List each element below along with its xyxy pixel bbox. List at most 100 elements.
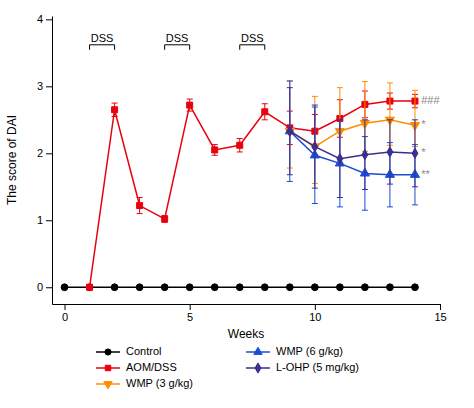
y-axis-tick-mark (46, 19, 52, 20)
error-bar-cap (287, 181, 293, 182)
point (311, 284, 318, 291)
legend-label: AOM/DSS (126, 361, 177, 373)
error-bar (362, 120, 368, 190)
data-area (61, 81, 419, 291)
bracket (165, 45, 190, 50)
bracket-label: DSS (166, 32, 189, 44)
bracket (240, 45, 265, 50)
x-axis-tick-mark (65, 304, 66, 310)
error-bar-cap (312, 96, 318, 97)
point (286, 284, 293, 291)
error-bar-cap (362, 210, 368, 211)
x-axis-tick-mark (440, 304, 441, 310)
error-bar (262, 104, 268, 120)
y-axis: 0 1 2 3 4 (37, 13, 53, 304)
error-bar-cap (212, 144, 218, 145)
x-axis-tick: 0 (62, 304, 68, 323)
point (261, 284, 268, 291)
error-bar-cap (412, 204, 418, 205)
y-axis-tick: 3 (37, 80, 52, 92)
annotation: * (421, 146, 426, 158)
error-bar-cap (412, 90, 418, 91)
y-axis-tick-mark (46, 86, 52, 87)
error-bar-cap (212, 155, 218, 156)
point (186, 284, 193, 291)
point (412, 148, 418, 158)
error-bar-cap (387, 82, 393, 83)
error-bar-cap (387, 119, 393, 120)
error-bar (137, 198, 143, 214)
error-bar-cap (237, 138, 243, 139)
y-axis-title: The score of DAI (5, 115, 19, 205)
x-axis-tick-label: 0 (62, 311, 68, 323)
series-line (90, 101, 415, 287)
y-axis-tick-label: 2 (37, 147, 43, 159)
error-bar-cap (337, 87, 343, 88)
x-axis-tick: 5 (187, 304, 193, 323)
x-axis-tick-mark (315, 304, 316, 310)
error-bar-cap (187, 111, 193, 112)
x-axis: 0 5 10 15 (53, 304, 447, 323)
y-axis-tick: 2 (37, 147, 52, 159)
plot: 05101501234WeeksThe score of DAIDSSDSSDS… (5, 13, 447, 389)
series (287, 88, 418, 198)
error-bar (237, 139, 243, 152)
point (362, 150, 368, 160)
chart: 05101501234WeeksThe score of DAIDSSDSSDS… (0, 0, 474, 408)
legend-marker (105, 349, 111, 355)
point (237, 142, 243, 148)
x-axis-title: Weeks (228, 327, 264, 341)
legend-label: L-OHP (5 mg/kg) (276, 361, 359, 373)
series (285, 81, 419, 183)
point (387, 147, 393, 157)
x-axis-tick-label: 10 (309, 311, 321, 323)
error-bar-cap (112, 103, 118, 104)
y-axis-tick-label: 4 (37, 13, 43, 25)
error-bar-cap (287, 80, 293, 81)
error-bar (162, 216, 168, 223)
error-bar-cap (287, 87, 293, 88)
error-bar (187, 99, 193, 111)
error-bar-cap (312, 105, 318, 106)
y-axis-line (52, 17, 53, 305)
point (87, 284, 93, 290)
point (86, 284, 93, 291)
series (61, 284, 418, 291)
point (312, 142, 318, 152)
error-bar (112, 103, 118, 116)
error-bar-cap (337, 119, 343, 120)
point (212, 147, 218, 153)
error-bar-cap (312, 188, 318, 189)
y-axis-tick-label: 1 (37, 214, 43, 226)
error-bar-cap (337, 119, 343, 120)
series-line (290, 131, 415, 158)
point (187, 102, 193, 108)
point (111, 284, 118, 291)
error-bar-cap (287, 80, 293, 81)
error-bar-cap (362, 81, 368, 82)
legend-label: WMP (6 g/kg) (276, 345, 343, 357)
bracket-label: DSS (91, 32, 114, 44)
point (337, 154, 343, 164)
error-bar-cap (362, 189, 368, 190)
brackets: DSSDSSDSS (90, 32, 265, 50)
error-bar-cap (262, 103, 268, 104)
error-bar (412, 120, 418, 187)
legend-item: AOM/DSS (96, 361, 177, 373)
error-bar-cap (412, 186, 418, 187)
legend-item: WMP (6 g/kg) (246, 345, 343, 357)
error-bar-cap (137, 197, 143, 198)
error-bar (287, 81, 293, 181)
error-bar-cap (362, 119, 368, 120)
point (262, 109, 268, 115)
x-axis-tick: 15 (434, 304, 446, 323)
error-bar-cap (112, 116, 118, 117)
error-bar (212, 145, 218, 156)
legend-marker (105, 365, 110, 370)
error-bar-cap (287, 174, 293, 175)
series (87, 91, 418, 290)
series (285, 81, 419, 210)
point (211, 284, 218, 291)
point (362, 284, 369, 291)
y-axis-tick-label: 0 (37, 281, 43, 293)
